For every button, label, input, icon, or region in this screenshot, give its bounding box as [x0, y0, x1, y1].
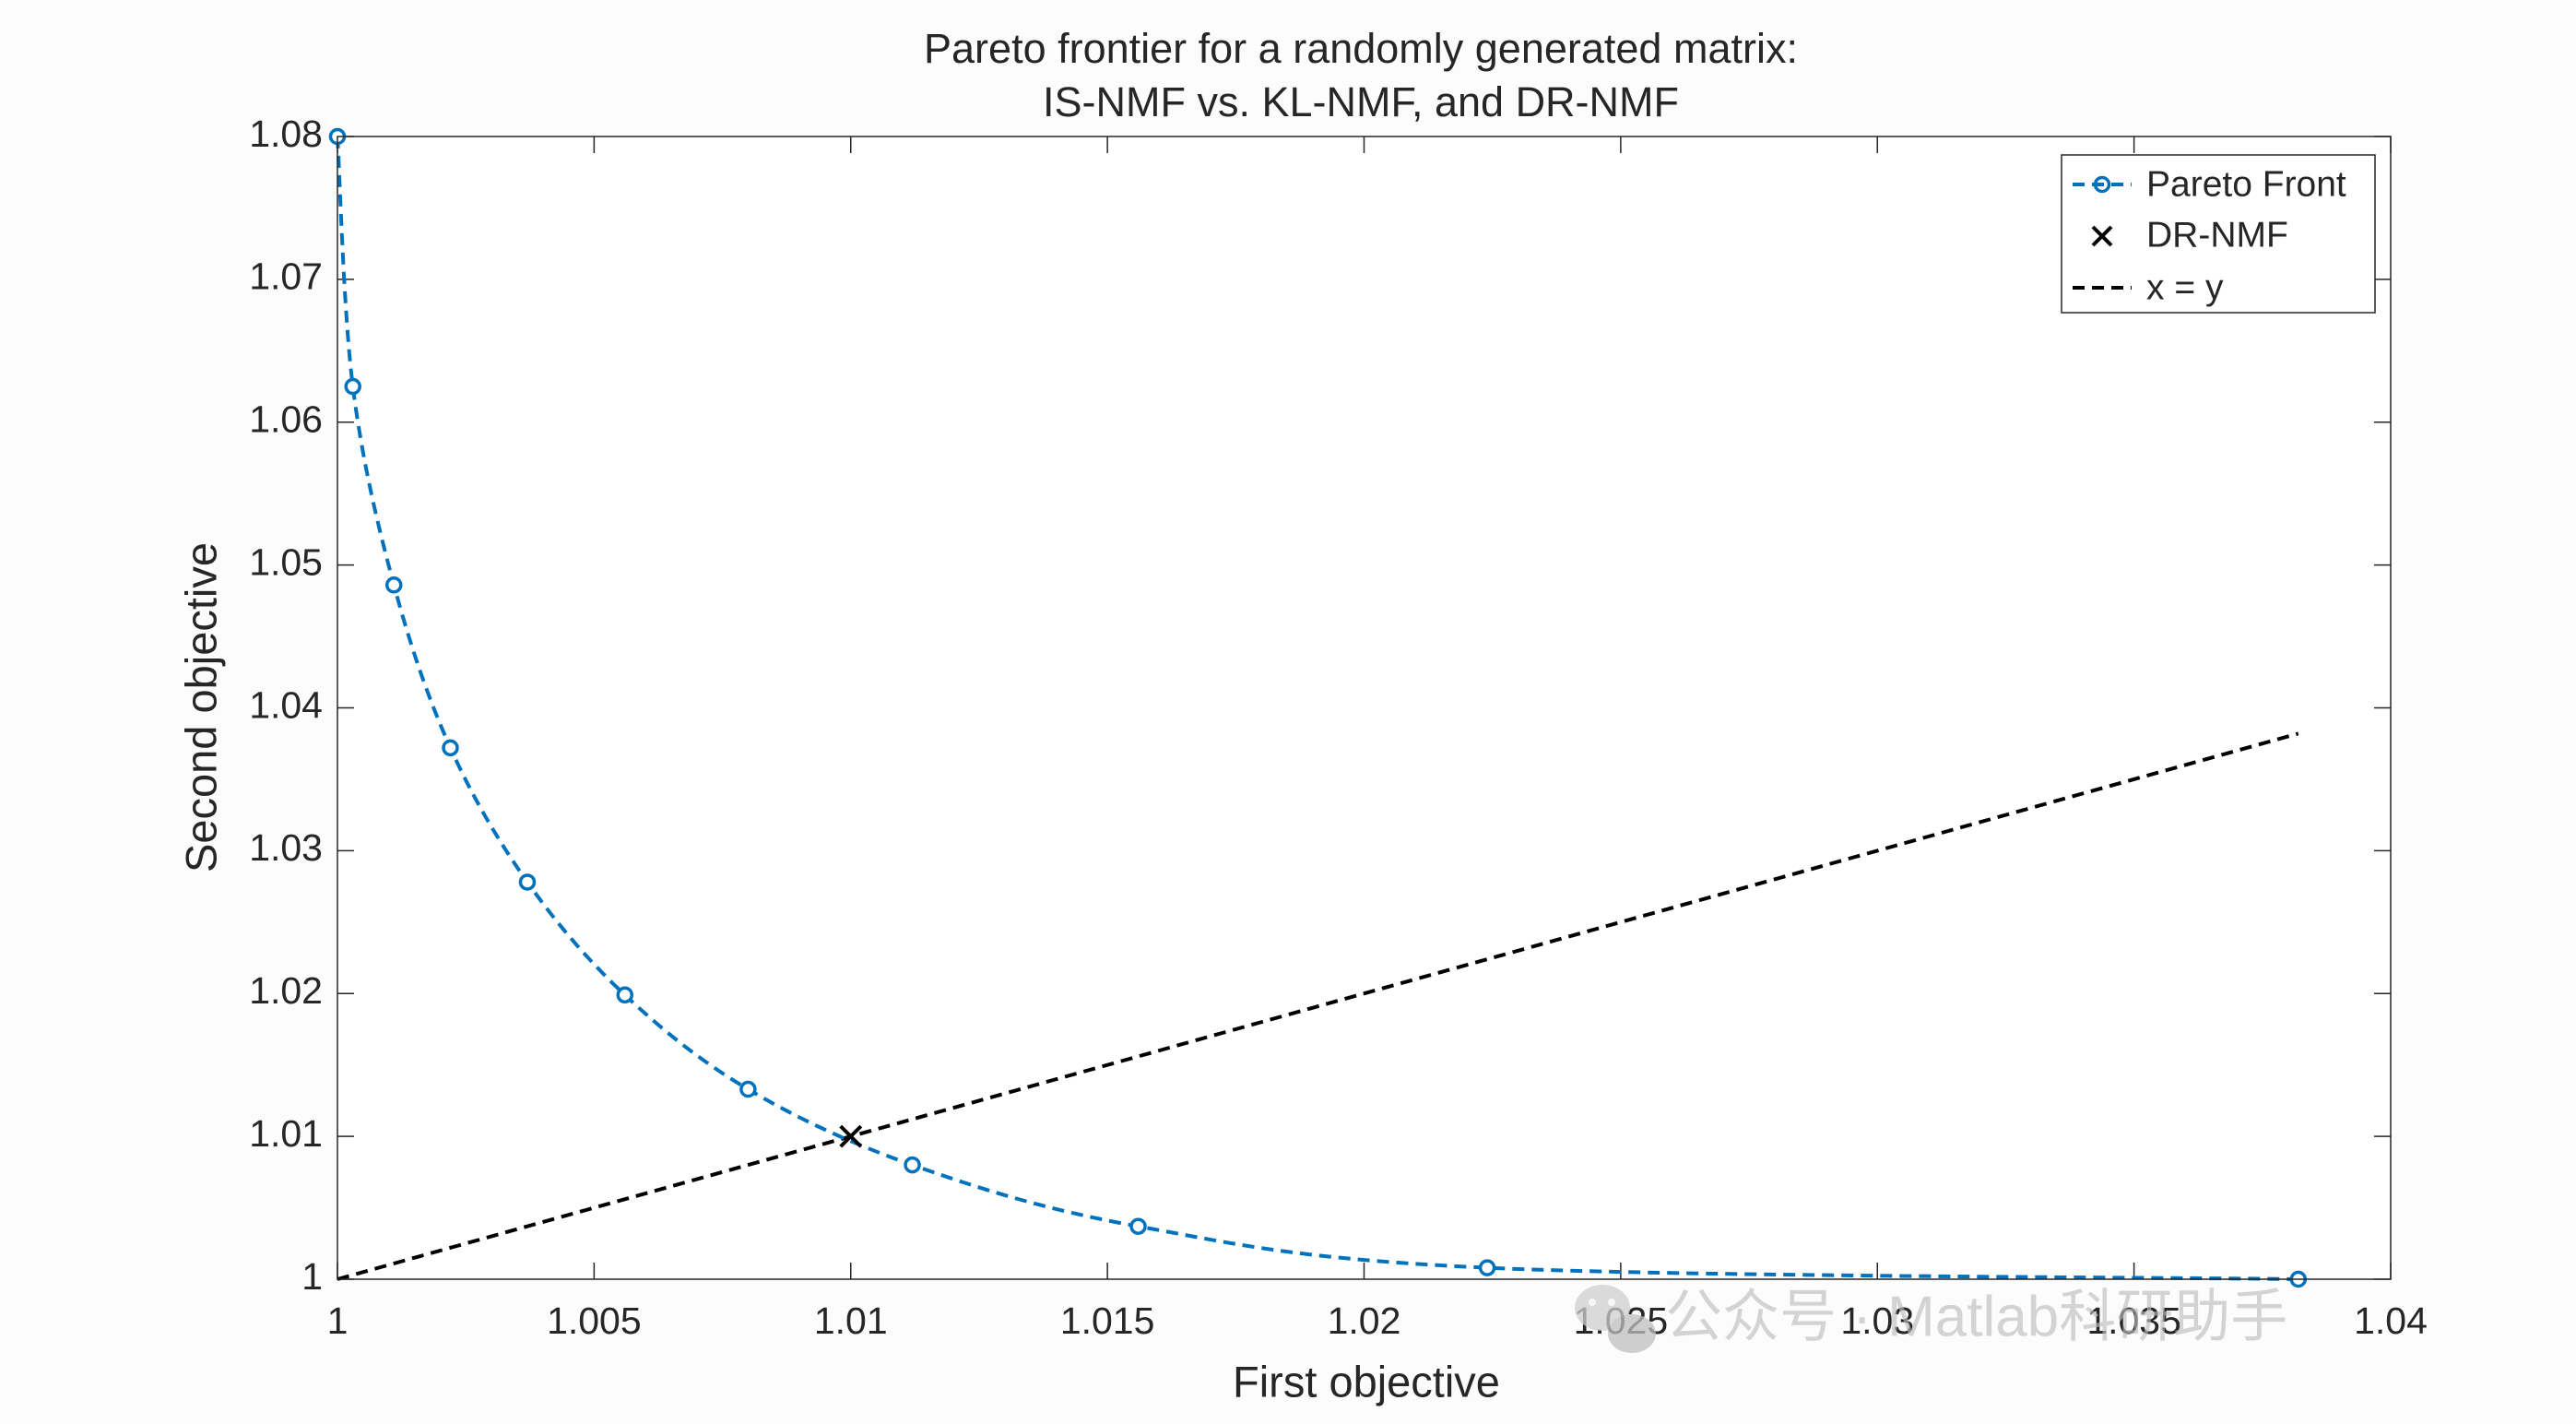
plot-area: [337, 136, 2391, 1279]
chart-title-line-2: IS-NMF vs. KL-NMF, and DR-NMF: [1043, 78, 1679, 125]
y-tick-label: 1.07: [249, 255, 323, 298]
data-point-pareto-front: [442, 739, 459, 757]
y-tick-label: 1.01: [249, 1112, 323, 1155]
chart-title-line-1: Pareto frontier for a randomly generated…: [924, 25, 1798, 72]
x-tick-label: 1.005: [547, 1299, 642, 1342]
x-tick-label: 1.04: [2354, 1299, 2428, 1342]
y-tick-label: 1.06: [249, 398, 323, 441]
x-tick-label: 1.035: [2086, 1299, 2181, 1342]
x-tick-label: 1.02: [1328, 1299, 1401, 1342]
x-axis-title: First objective: [1233, 1357, 1500, 1406]
legend-label-dr-nmf: DR-NMF: [2146, 215, 2288, 255]
data-point-pareto-front: [739, 1080, 757, 1098]
wechat-icon: [1575, 1285, 1656, 1353]
legend-label-x-equals-y: x = y: [2146, 267, 2224, 307]
y-tick-label: 1: [301, 1255, 323, 1298]
y-tick-label: 1.08: [249, 113, 323, 155]
watermark: 公众号 · Matlab科研助手: [1575, 1285, 2287, 1353]
legend-marker-pareto-front: [2093, 175, 2111, 194]
series-line-x-equals-y: [337, 731, 2299, 1281]
legend-label-pareto-front: Pareto Front: [2146, 164, 2346, 204]
legend-entry-dr-nmf: DR-NMF: [2091, 215, 2288, 255]
data-point-pareto-front: [384, 576, 403, 594]
legend-entry-x-equals-y: x = y: [2073, 267, 2224, 307]
data-point-pareto-front: [616, 986, 634, 1004]
y-tick-label: 1.05: [249, 540, 323, 583]
axes-box: [337, 136, 2392, 1280]
y-axis-title: Second objective: [176, 542, 225, 872]
y-tick-label: 1.02: [249, 969, 323, 1012]
x-tick-label: 1.03: [1840, 1299, 1914, 1342]
x-tick-label: 1: [327, 1299, 349, 1342]
data-point-pareto-front: [518, 873, 537, 891]
data-point-pareto-front: [904, 1156, 921, 1174]
data-point-pareto-front: [344, 377, 361, 396]
data-point-dr-nmf: [839, 1124, 863, 1148]
series-line-pareto-front: [336, 136, 2298, 1281]
y-tick-label: 1.04: [249, 683, 323, 726]
y-tick-label: 1.03: [249, 826, 323, 869]
legend-entry-pareto-front: Pareto Front: [2073, 164, 2346, 204]
data-point-pareto-front: [1129, 1217, 1147, 1235]
x-tick-label: 1.01: [814, 1299, 888, 1342]
legend-marker-dr-nmf: [2091, 225, 2113, 247]
legend: Pareto Front DR-NMF x = y: [2061, 154, 2376, 314]
x-tick-label: 1.015: [1060, 1299, 1155, 1342]
data-point-pareto-front: [1478, 1259, 1496, 1276]
watermark-text: 公众号 · Matlab科研助手: [1665, 1285, 2287, 1348]
series-layer: [328, 127, 2308, 1288]
